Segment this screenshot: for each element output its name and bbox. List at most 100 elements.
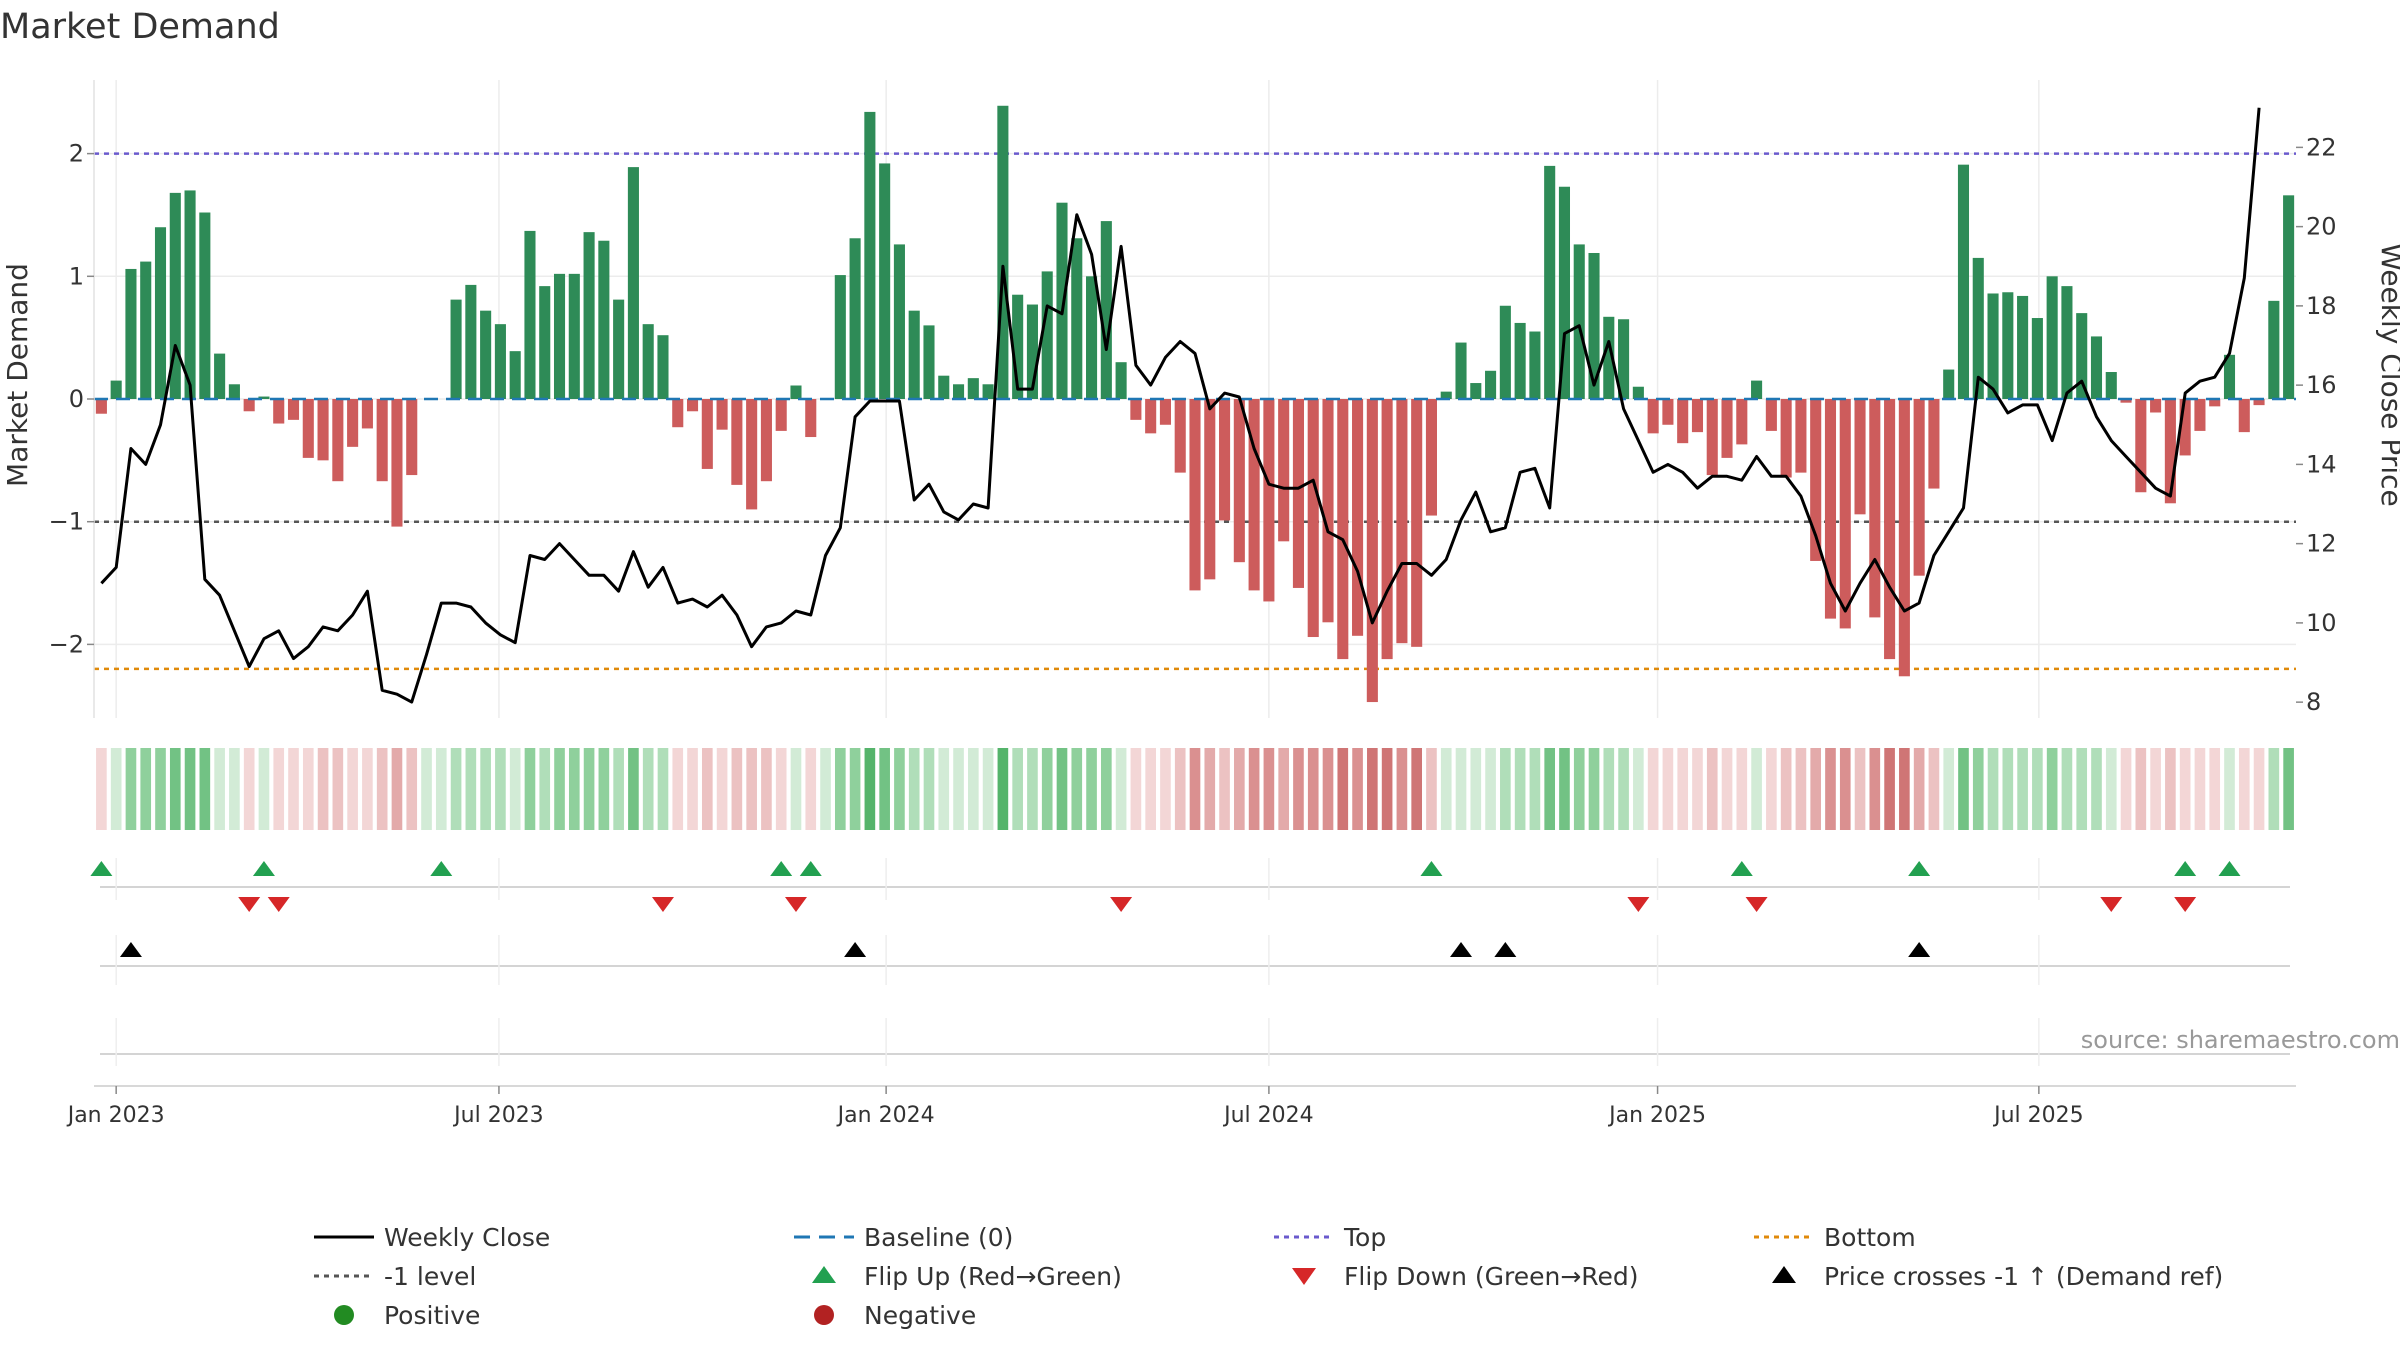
demand-bar bbox=[849, 238, 861, 399]
demand-bar bbox=[480, 310, 492, 399]
heat-cell bbox=[2209, 748, 2221, 830]
heat-cell bbox=[1071, 748, 1083, 830]
heat-cell bbox=[1307, 748, 1319, 830]
flip-up-marker bbox=[770, 861, 793, 876]
heat-cell bbox=[2179, 748, 2191, 830]
heat-cell bbox=[376, 748, 388, 830]
demand-bar bbox=[347, 399, 359, 447]
legend-symbol-positive bbox=[334, 1305, 354, 1325]
demand-bar bbox=[642, 324, 654, 399]
heat-cell bbox=[1972, 748, 1984, 830]
demand-bar bbox=[1677, 399, 1689, 444]
y2-tick-label: 12 bbox=[2306, 530, 2337, 558]
heat-cell bbox=[701, 748, 713, 830]
demand-bar bbox=[760, 399, 772, 482]
heat-cell bbox=[524, 748, 536, 830]
heat-cell bbox=[1101, 748, 1112, 830]
demand-bar bbox=[1662, 399, 1674, 425]
heat-cell bbox=[2061, 748, 2073, 830]
demand-bar bbox=[1100, 221, 1112, 399]
demand-bar bbox=[273, 399, 285, 424]
legend-symbol-flip-down bbox=[1292, 1268, 1316, 1285]
demand-bar bbox=[2179, 399, 2191, 456]
demand-bar bbox=[1691, 399, 1704, 433]
signal-markers bbox=[90, 858, 2290, 1066]
demand-bar bbox=[627, 167, 639, 399]
demand-bar bbox=[332, 399, 344, 482]
demand-bar bbox=[2253, 399, 2265, 406]
demand-bar bbox=[524, 230, 536, 399]
heat-cell bbox=[2135, 748, 2147, 830]
heat-cell bbox=[2017, 748, 2028, 830]
demand-bar bbox=[1307, 399, 1319, 638]
heat-cell bbox=[923, 748, 935, 830]
heat-cell bbox=[1559, 748, 1570, 830]
source-label: source: sharemaestro.com bbox=[2081, 1026, 2400, 1054]
price-cross-marker bbox=[844, 942, 867, 957]
heat-cell bbox=[879, 748, 890, 830]
demand-bar bbox=[1041, 271, 1053, 399]
heat-cell bbox=[184, 748, 196, 830]
heat-cell bbox=[421, 748, 432, 830]
demand-bar bbox=[1411, 399, 1423, 647]
demand-bar bbox=[1499, 305, 1511, 399]
heat-cell bbox=[2194, 748, 2206, 830]
heat-cell bbox=[169, 748, 181, 830]
flip-up-marker bbox=[430, 861, 453, 876]
demand-bar bbox=[701, 399, 713, 469]
heat-cell bbox=[1086, 748, 1097, 830]
heat-cell bbox=[214, 748, 225, 830]
heat-cell bbox=[554, 748, 565, 830]
y2-axis-label: Weekly Close Price bbox=[2375, 243, 2400, 506]
demand-bar bbox=[1544, 165, 1556, 399]
heat-cell bbox=[908, 748, 920, 830]
x-tick-label: Jan 2024 bbox=[836, 1103, 935, 1128]
heat-cell bbox=[1189, 748, 1201, 830]
demand-bar bbox=[317, 399, 329, 461]
legend-symbol-negative bbox=[814, 1305, 834, 1325]
heat-cell bbox=[2224, 748, 2235, 830]
demand-bar bbox=[361, 399, 373, 429]
demand-bar bbox=[1470, 383, 1482, 399]
heat-cell bbox=[1485, 748, 1496, 830]
demand-bar bbox=[997, 105, 1009, 399]
legend-label-top: Top bbox=[1343, 1223, 1386, 1252]
demand-bar bbox=[1529, 331, 1541, 399]
heat-cell bbox=[687, 748, 698, 830]
heat-cell bbox=[583, 748, 595, 830]
heat-cell bbox=[938, 748, 950, 830]
heat-cell bbox=[96, 748, 107, 830]
demand-bar bbox=[2194, 399, 2206, 431]
flip-down-marker bbox=[2174, 897, 2197, 912]
y2-tick-label: 18 bbox=[2306, 292, 2337, 320]
heat-cell bbox=[1145, 748, 1156, 830]
heat-cell bbox=[1396, 748, 1408, 830]
heat-cell bbox=[288, 748, 299, 830]
flip-down-marker bbox=[651, 897, 674, 912]
heat-cell bbox=[1440, 748, 1452, 830]
legend: Weekly Close Baseline (0) Top Bottom -1 leve… bbox=[314, 1223, 2223, 1330]
demand-bar bbox=[2031, 318, 2043, 399]
heat-cell bbox=[1426, 748, 1437, 830]
demand-bar bbox=[834, 275, 846, 399]
demand-bar bbox=[1159, 399, 1171, 425]
heat-cell bbox=[1514, 748, 1526, 830]
legend-label-negative: Negative bbox=[864, 1301, 976, 1330]
heat-cell bbox=[1677, 748, 1689, 830]
demand-bar bbox=[657, 335, 669, 399]
demand-bar bbox=[864, 111, 876, 400]
heat-cell bbox=[2046, 748, 2058, 830]
legend-label-positive: Positive bbox=[384, 1301, 480, 1330]
demand-bar bbox=[2002, 292, 2014, 399]
heat-cell bbox=[1174, 748, 1186, 830]
demand-bar bbox=[2105, 372, 2117, 399]
flip-up-marker bbox=[1730, 861, 1753, 876]
flip-up-marker bbox=[799, 861, 822, 876]
heat-cell bbox=[1573, 748, 1585, 830]
demand-bar bbox=[1145, 399, 1157, 434]
demand-bar bbox=[95, 399, 107, 414]
demand-bar bbox=[2223, 354, 2236, 399]
demand-bar bbox=[406, 399, 418, 476]
demand-bar bbox=[805, 399, 817, 438]
demand-bar bbox=[1957, 164, 1970, 399]
